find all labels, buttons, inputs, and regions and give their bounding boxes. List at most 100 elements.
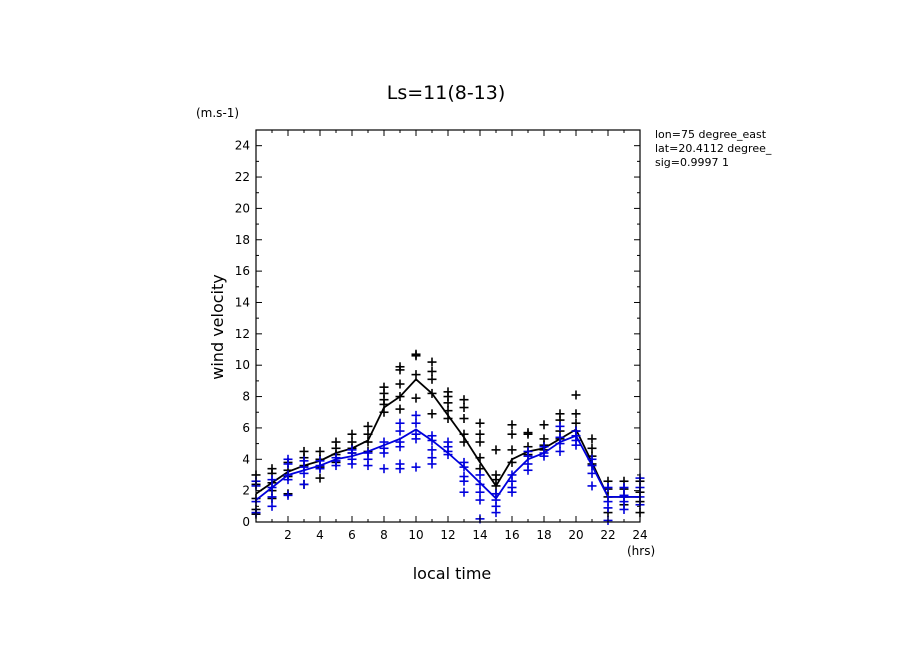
series-1 — [251, 410, 645, 525]
data-point-cross — [507, 445, 517, 455]
data-point-cross — [475, 479, 485, 489]
data-point-cross — [491, 508, 501, 518]
x-tick-label: 22 — [600, 528, 615, 542]
data-point-cross — [459, 437, 469, 447]
data-point-cross — [379, 448, 389, 458]
annotation-lon: lon=75 degree_east — [655, 128, 767, 141]
data-point-cross — [555, 446, 565, 456]
y-tick-label: 24 — [235, 139, 250, 153]
data-point-cross — [315, 473, 325, 483]
data-point-cross — [443, 414, 453, 424]
data-point-cross — [555, 439, 565, 449]
annotation-lat: lat=20.4112 degree_ — [655, 142, 772, 155]
data-point-cross — [395, 404, 405, 414]
annotation-sig: sig=0.9997 1 — [655, 156, 729, 169]
data-point-cross — [571, 409, 581, 419]
data-point-cross — [491, 481, 501, 491]
data-point-cross — [315, 446, 325, 456]
data-point-cross — [523, 451, 533, 461]
x-tick-label: 2 — [284, 528, 292, 542]
data-point-cross — [475, 418, 485, 428]
data-point-cross — [539, 420, 549, 430]
data-point-cross — [475, 437, 485, 447]
data-point-cross — [395, 426, 405, 436]
x-tick-label: 20 — [568, 528, 583, 542]
data-point-cross — [299, 468, 309, 478]
data-point-cross — [459, 414, 469, 424]
y-tick-label: 6 — [242, 421, 250, 435]
data-point-cross — [427, 409, 437, 419]
data-point-cross — [587, 481, 597, 491]
plot-marks — [251, 349, 645, 525]
x-tick-label: 8 — [380, 528, 388, 542]
data-point-cross — [619, 497, 629, 507]
data-point-cross — [491, 445, 501, 455]
data-point-cross — [443, 398, 453, 408]
data-point-cross — [571, 440, 581, 450]
data-point-cross — [475, 495, 485, 505]
data-point-cross — [411, 410, 421, 420]
data-point-cross — [571, 390, 581, 400]
data-point-cross — [507, 457, 517, 467]
data-point-cross — [331, 461, 341, 471]
x-axis-label: local time — [413, 564, 492, 583]
series-0 — [251, 349, 645, 519]
data-point-cross — [443, 450, 453, 460]
data-point-cross — [587, 468, 597, 478]
y-axis-unit: (m.s-1) — [196, 106, 239, 120]
x-tick-label: 4 — [316, 528, 324, 542]
data-point-cross — [395, 418, 405, 428]
data-point-cross — [475, 453, 485, 463]
x-axis-unit: (hrs) — [627, 544, 655, 558]
y-tick-label: 0 — [242, 515, 250, 529]
y-tick-label: 18 — [235, 233, 250, 247]
data-point-cross — [427, 388, 437, 398]
data-point-cross — [427, 357, 437, 367]
data-point-cross — [507, 487, 517, 497]
data-point-cross — [443, 406, 453, 416]
y-tick-label: 12 — [235, 327, 250, 341]
data-point-cross — [507, 429, 517, 439]
y-axis-label: wind velocity — [208, 274, 227, 379]
data-point-cross — [459, 462, 469, 472]
data-point-cross — [283, 490, 293, 500]
x-tick-label: 16 — [504, 528, 519, 542]
data-point-cross — [459, 429, 469, 439]
data-point-cross — [411, 434, 421, 444]
data-point-cross — [267, 501, 277, 511]
data-point-cross — [283, 475, 293, 485]
data-point-cross — [619, 504, 629, 514]
data-point-cross — [459, 395, 469, 405]
data-point-cross — [395, 442, 405, 452]
data-point-cross — [379, 464, 389, 474]
data-point-cross — [619, 483, 629, 493]
data-point-cross — [507, 420, 517, 430]
data-point-cross — [283, 459, 293, 469]
data-point-cross — [395, 464, 405, 474]
data-point-cross — [523, 429, 533, 439]
y-tick-label: 22 — [235, 170, 250, 184]
data-point-cross — [539, 451, 549, 461]
y-tick-label: 16 — [235, 264, 250, 278]
data-point-cross — [475, 429, 485, 439]
y-tick-label: 2 — [242, 484, 250, 498]
x-tick-label: 6 — [348, 528, 356, 542]
y-tick-label: 14 — [235, 295, 250, 309]
data-point-cross — [363, 421, 373, 431]
data-point-cross — [459, 403, 469, 413]
data-point-cross — [395, 379, 405, 389]
data-point-cross — [315, 464, 325, 474]
x-tick-label: 18 — [536, 528, 551, 542]
data-point-cross — [587, 461, 597, 471]
data-point-cross — [571, 418, 581, 428]
x-tick-label: 10 — [408, 528, 423, 542]
data-point-cross — [427, 459, 437, 469]
data-point-cross — [411, 462, 421, 472]
data-point-cross — [603, 503, 613, 513]
data-point-cross — [587, 443, 597, 453]
data-point-cross — [523, 465, 533, 475]
data-point-cross — [411, 418, 421, 428]
data-point-cross — [427, 374, 437, 384]
